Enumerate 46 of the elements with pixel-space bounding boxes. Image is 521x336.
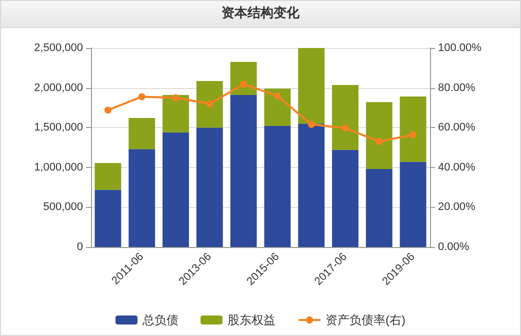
- y2-tick-label: 60.00%: [438, 122, 476, 134]
- bar: [332, 85, 358, 150]
- legend-label: 股东权益: [228, 313, 276, 327]
- y-tick-label: 2,500,000: [34, 42, 83, 54]
- point: [410, 131, 417, 138]
- y-tick-label: 1,500,000: [34, 122, 83, 134]
- bar: [298, 124, 325, 247]
- bar: [264, 88, 291, 126]
- point: [274, 92, 281, 100]
- y-tick-label: 1,000,000: [34, 161, 83, 174]
- bar: [366, 102, 392, 169]
- bar: [400, 96, 426, 162]
- point: [138, 93, 146, 100]
- y2-tick-label: 20.00%: [438, 201, 476, 214]
- bar: [196, 128, 223, 247]
- y2-tick-label: 0.00%: [438, 241, 470, 253]
- point: [172, 94, 180, 102]
- bar: [128, 118, 156, 150]
- bar: [298, 48, 325, 124]
- legend-label: 资产负债率(右): [326, 313, 406, 327]
- bar: [162, 132, 189, 247]
- point: [308, 120, 315, 128]
- point: [342, 124, 349, 132]
- point: [240, 80, 248, 88]
- bar: [162, 94, 189, 132]
- bar: [94, 190, 122, 247]
- bar: [332, 150, 358, 247]
- point: [206, 100, 214, 108]
- bar: [196, 81, 223, 128]
- bar: [366, 168, 392, 247]
- y2-tick-label: 80.00%: [438, 82, 476, 94]
- legend-label: 总负债: [142, 313, 179, 327]
- y2-tick-label: 100.00%: [438, 42, 482, 54]
- bar: [230, 62, 257, 95]
- point: [104, 106, 112, 114]
- bar: [128, 149, 156, 247]
- y-tick-label: 2,000,000: [34, 82, 83, 94]
- bar: [94, 163, 122, 190]
- y2-tick-label: 40.00%: [438, 161, 476, 174]
- bar: [400, 162, 426, 247]
- chart-title: 资本结构变化: [1, 1, 520, 28]
- y-tick-label: 500,000: [43, 201, 83, 214]
- point: [376, 138, 383, 146]
- bar: [264, 126, 291, 247]
- y-tick-label: 0: [76, 241, 83, 253]
- bar: [230, 94, 257, 247]
